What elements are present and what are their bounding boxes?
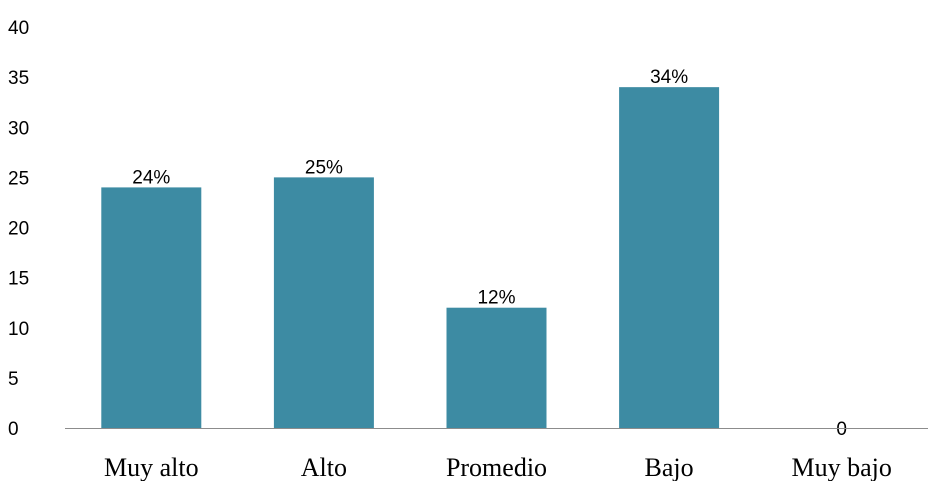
y-tick-label: 25 <box>8 168 29 189</box>
y-tick-label: 0 <box>8 419 19 440</box>
bar-bajo <box>619 87 720 429</box>
y-tick-label: 20 <box>8 219 29 240</box>
y-axis-tick-labels: 0 5 10 15 20 25 30 35 40 <box>8 18 29 440</box>
bar-muy-alto <box>101 187 202 428</box>
y-tick-label: 30 <box>8 118 29 139</box>
y-tick-label: 35 <box>8 68 29 89</box>
data-label: 34% <box>650 67 688 88</box>
x-tick-label: Muy bajo <box>792 453 892 481</box>
y-tick-label: 10 <box>8 319 29 340</box>
x-axis-tick-labels: Muy alto Alto Promedio Bajo Muy bajo <box>104 453 892 481</box>
y-tick-label: 40 <box>8 18 29 39</box>
data-label: 0 <box>836 419 847 440</box>
bar-alto <box>273 177 374 428</box>
bar-promedio <box>446 307 547 428</box>
x-tick-label: Bajo <box>645 453 694 481</box>
data-label: 12% <box>477 288 515 309</box>
x-tick-label: Promedio <box>446 453 547 481</box>
y-tick-label: 5 <box>8 369 19 390</box>
x-tick-label: Muy alto <box>104 453 199 481</box>
y-tick-label: 15 <box>8 269 29 290</box>
data-labels: 24% 25% 12% 34% 0 <box>132 67 847 440</box>
x-tick-label: Alto <box>301 453 347 481</box>
data-label: 25% <box>305 157 343 178</box>
data-label: 24% <box>132 167 170 188</box>
bars <box>101 87 720 429</box>
